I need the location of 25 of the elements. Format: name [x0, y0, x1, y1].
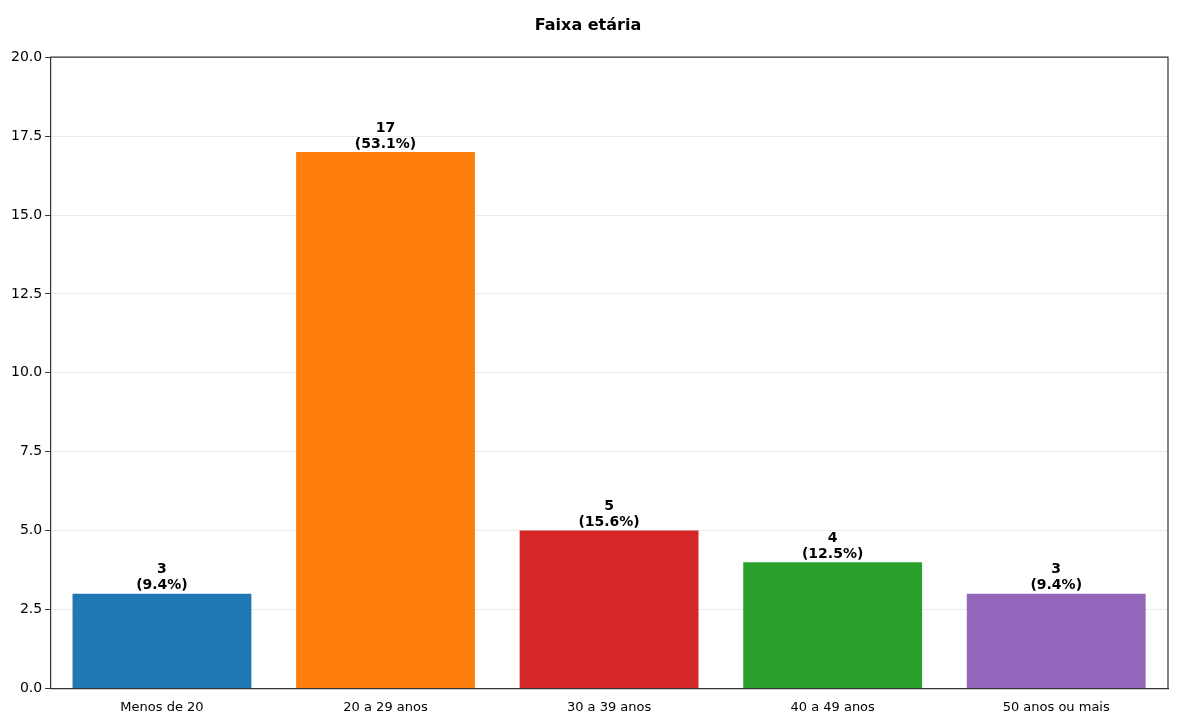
bar — [296, 151, 475, 688]
data-label: 3 (9.4%) — [1030, 560, 1083, 593]
bar — [72, 593, 252, 688]
y-tick-label: 20.0 — [11, 47, 43, 64]
y-tick-label: 7.5 — [19, 442, 43, 459]
bar — [966, 593, 1146, 688]
data-label: 3 (9.4%) — [136, 560, 188, 593]
x-tick-label: 20 a 29 anos — [343, 698, 428, 714]
y-tick-label: 15.0 — [11, 205, 43, 222]
x-tick-label: 40 a 49 anos — [790, 698, 876, 714]
bar — [743, 562, 923, 688]
y-tick-label: 17.5 — [11, 126, 43, 143]
x-tick-label: 30 a 39 anos — [566, 698, 652, 714]
bar — [519, 530, 699, 688]
x-tick-label: Menos de 20 — [120, 698, 204, 714]
x-tick-label: 50 anos ou mais — [1002, 698, 1110, 714]
data-label: 4 (12.5%) — [801, 528, 864, 561]
y-tick-label: 0.0 — [19, 679, 43, 696]
data-label: 17 (53.1%) — [354, 118, 417, 151]
data-label: 5 (15.6%) — [578, 497, 640, 530]
y-tick-label: 2.5 — [19, 600, 43, 617]
y-tick-label: 5.0 — [19, 521, 43, 538]
y-tick-label: 10.0 — [11, 363, 43, 380]
y-tick-label: 12.5 — [11, 284, 43, 301]
chart-title: Faixa etária — [534, 14, 642, 34]
